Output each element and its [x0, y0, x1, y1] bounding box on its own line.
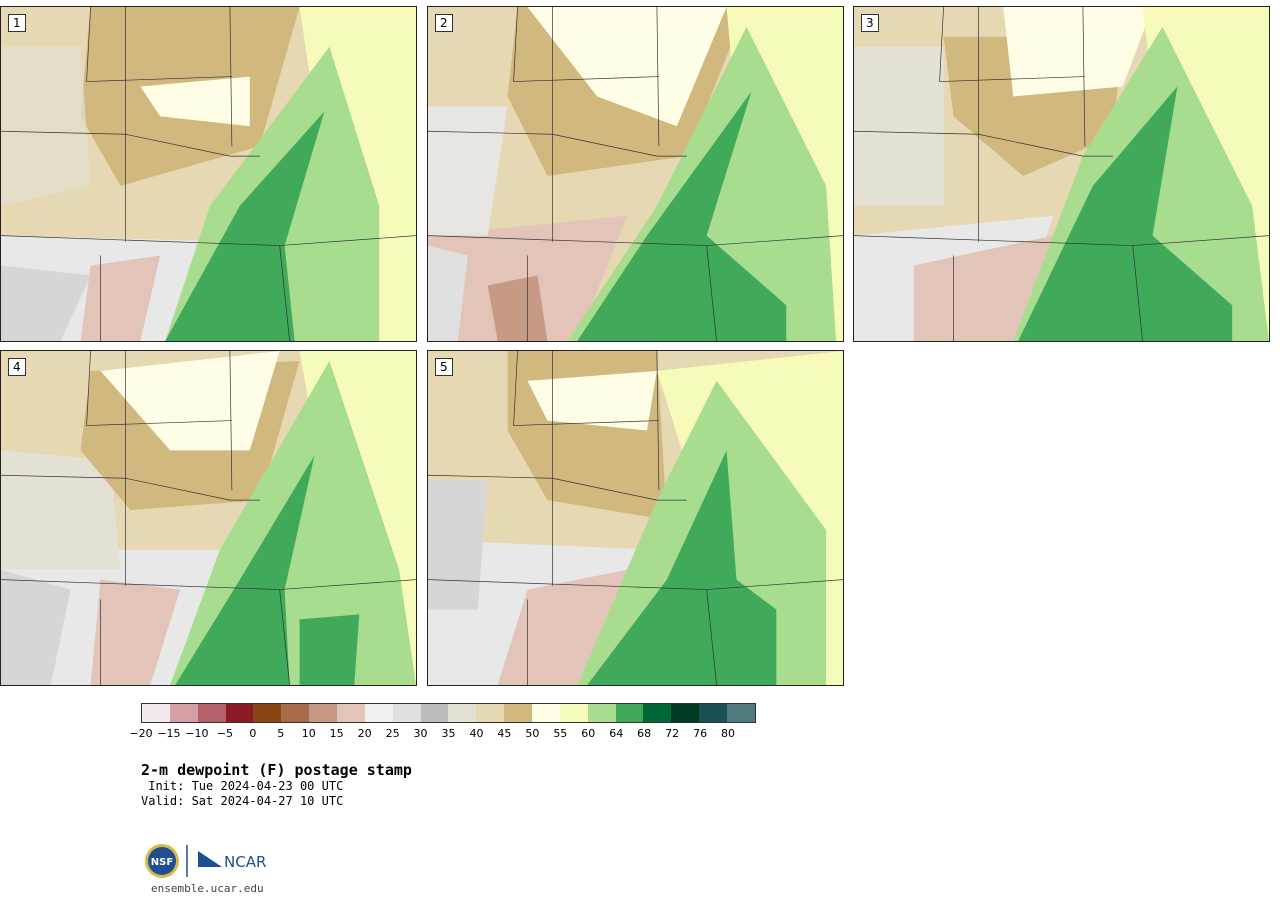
colorbar-tick-label: 40: [469, 727, 484, 740]
member-panel-3: 3: [853, 6, 1270, 342]
member-panel-4: 4: [0, 350, 417, 686]
colorbar-swatch: [504, 704, 533, 722]
colorbar-swatch: [587, 704, 616, 722]
dewpoint-map-2: [428, 7, 843, 341]
colorbar-tick-label: 30: [413, 727, 428, 740]
colorbar-swatch: [309, 704, 338, 722]
colorbar-swatch: [420, 704, 449, 722]
panel-label: 5: [435, 358, 453, 376]
colorbar-tick-label: −10: [185, 727, 209, 740]
nsf-ncar-logos: NSF NCAR: [145, 844, 266, 878]
colorbar-tick-label: −20: [129, 727, 153, 740]
colorbar-swatch: [532, 704, 560, 722]
colorbar-tick-label: 76: [693, 727, 708, 740]
colorbar-tick-label: −15: [157, 727, 181, 740]
colorbar-tick-label: 60: [581, 727, 596, 740]
colorbar-tick-label: 25: [385, 727, 400, 740]
dewpoint-map-4: [1, 351, 416, 685]
colorbar-swatch: [671, 704, 700, 722]
member-panel-2: 2: [427, 6, 844, 342]
colorbar-swatch: [727, 704, 755, 722]
colorbar-tick-label: 0: [249, 727, 257, 740]
dewpoint-map-3: [854, 7, 1269, 341]
colorbar-swatch: [253, 704, 282, 722]
dewpoint-map-5: [428, 351, 843, 685]
colorbar-swatch: [197, 704, 226, 722]
colorbar-tick-label: −5: [216, 727, 233, 740]
colorbar-swatch: [142, 704, 170, 722]
colorbar-swatch: [643, 704, 672, 722]
colorbar-swatch: [337, 704, 365, 722]
init-time: Init: Tue 2024-04-23 00 UTC: [141, 779, 344, 793]
ncar-logo-text: NCAR: [224, 853, 266, 871]
colorbar-tick-label: 64: [609, 727, 624, 740]
colorbar-tick-label: 50: [525, 727, 540, 740]
colorbar-tick-label: 80: [721, 727, 736, 740]
nsf-logo: NSF: [145, 844, 179, 878]
member-panel-5: 5: [427, 350, 844, 686]
valid-time: Valid: Sat 2024-04-27 10 UTC: [141, 794, 344, 808]
colorbar-tick-label: 10: [301, 727, 316, 740]
website-url: ensemble.ucar.edu: [151, 882, 264, 895]
colorbar-swatch: [225, 704, 254, 722]
member-panel-1: 1: [0, 6, 417, 342]
panel-label: 1: [8, 14, 26, 32]
colorbar-swatch: [559, 704, 588, 722]
colorbar-swatch: [448, 704, 477, 722]
colorbar-swatch: [169, 704, 198, 722]
colorbar-swatch: [364, 704, 393, 722]
colorbar-tick-label: 72: [665, 727, 680, 740]
colorbar-tick-label: 35: [441, 727, 456, 740]
panel-label: 3: [861, 14, 879, 32]
colorbar-swatch: [392, 704, 421, 722]
panel-label: 2: [435, 14, 453, 32]
colorbar: [141, 703, 756, 723]
colorbar-tick-label: 5: [277, 727, 285, 740]
colorbar-tick-label: 55: [553, 727, 568, 740]
colorbar-swatch: [476, 704, 505, 722]
colorbar-swatch: [699, 704, 728, 722]
colorbar-ticks: −20 −15 −10 −5 0 5 10 15 20 25 30 35 40 45 50 55 60 64 68 7…: [129, 727, 756, 743]
colorbar-tick-label: 45: [497, 727, 512, 740]
ncar-logo: NCAR: [198, 851, 266, 871]
colorbar-tick-label: 20: [357, 727, 372, 740]
dewpoint-map-1: [1, 7, 416, 341]
colorbar-swatch: [615, 704, 644, 722]
plot-title: 2-m dewpoint (F) postage stamp: [141, 761, 412, 779]
colorbar-swatch: [281, 704, 310, 722]
panel-label: 4: [8, 358, 26, 376]
colorbar-tick-label: 15: [329, 727, 344, 740]
colorbar-tick-label: 68: [637, 727, 652, 740]
nsf-logo-text: NSF: [151, 857, 173, 868]
